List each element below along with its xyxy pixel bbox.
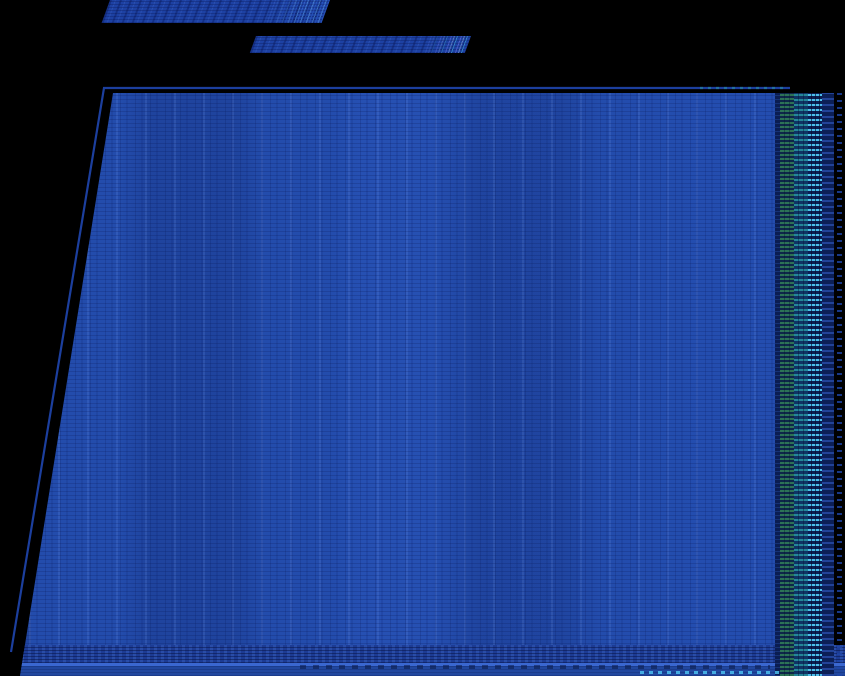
window-content-texture [20, 93, 777, 676]
green-dash-column [780, 93, 794, 676]
bottom-dash-row [300, 665, 770, 669]
right-edge-column [822, 93, 834, 676]
bottom-cyan-dashes [640, 671, 780, 674]
scrollbar-column[interactable] [808, 93, 822, 676]
outer-dash-column [837, 93, 842, 676]
teal-dash-column [794, 93, 808, 676]
status-bar [20, 645, 845, 676]
main-window [20, 93, 845, 676]
status-bar-texture [20, 645, 845, 663]
window-outline-path [9, 86, 790, 653]
status-highlight-line [20, 663, 845, 666]
column-divider [775, 93, 780, 676]
status-lower-band [20, 666, 845, 676]
